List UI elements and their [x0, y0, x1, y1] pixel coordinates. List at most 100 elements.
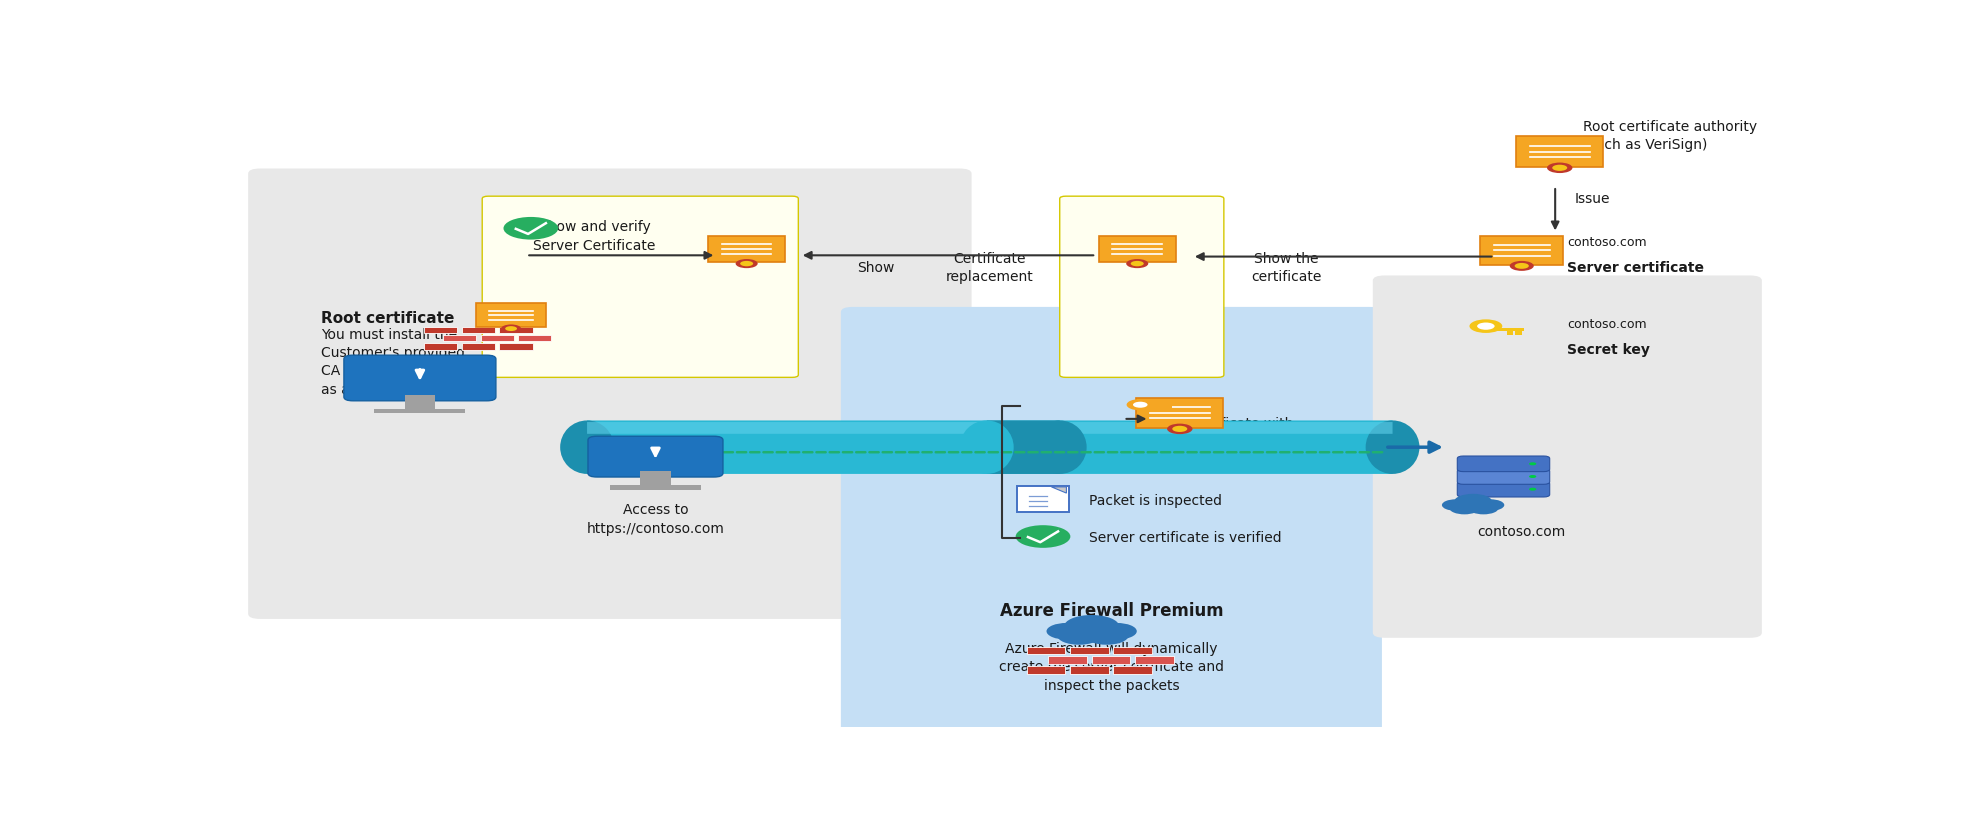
FancyBboxPatch shape — [610, 485, 702, 489]
Circle shape — [1131, 261, 1143, 266]
Text: Show and verify
Server Certificate: Show and verify Server Certificate — [533, 221, 655, 252]
FancyBboxPatch shape — [708, 236, 784, 262]
Circle shape — [1530, 488, 1535, 491]
Text: Azure Firewall Premium: Azure Firewall Premium — [1000, 602, 1224, 620]
FancyBboxPatch shape — [586, 422, 1392, 434]
Polygon shape — [1051, 487, 1067, 493]
Circle shape — [1477, 323, 1494, 330]
Circle shape — [502, 324, 522, 333]
FancyBboxPatch shape — [249, 168, 971, 619]
FancyBboxPatch shape — [1114, 666, 1151, 673]
Circle shape — [735, 259, 757, 268]
Circle shape — [1057, 627, 1100, 645]
FancyBboxPatch shape — [1457, 456, 1549, 471]
Circle shape — [1016, 525, 1071, 548]
Text: You must install the
Customer's provided
CA certificate
as a root certificate.: You must install the Customer's provided… — [322, 328, 465, 397]
Circle shape — [739, 261, 753, 266]
Circle shape — [1553, 165, 1567, 171]
FancyBboxPatch shape — [1457, 469, 1549, 484]
Text: contoso.com: contoso.com — [1477, 525, 1567, 539]
FancyBboxPatch shape — [1092, 656, 1130, 664]
FancyBboxPatch shape — [1516, 136, 1604, 167]
Text: Azure Firewall will dynamically
create the server certificate and
inspect the pa: Azure Firewall will dynamically create t… — [998, 642, 1224, 693]
FancyBboxPatch shape — [463, 343, 494, 350]
FancyBboxPatch shape — [1506, 332, 1514, 334]
Circle shape — [1469, 502, 1498, 515]
FancyBboxPatch shape — [424, 343, 457, 350]
FancyBboxPatch shape — [443, 335, 477, 342]
FancyBboxPatch shape — [477, 303, 547, 328]
Text: Access to
https://contoso.com: Access to https://contoso.com — [586, 503, 724, 536]
Text: Certificate with
secret key: Certificate with secret key — [1188, 417, 1294, 449]
Text: contoso.com: contoso.com — [1567, 236, 1647, 249]
FancyBboxPatch shape — [986, 421, 1059, 474]
FancyBboxPatch shape — [586, 421, 1392, 474]
FancyBboxPatch shape — [1481, 236, 1563, 265]
Text: Packet is inspected: Packet is inspected — [1088, 493, 1222, 507]
FancyBboxPatch shape — [482, 196, 798, 377]
Circle shape — [504, 217, 559, 239]
Circle shape — [1096, 623, 1137, 640]
Circle shape — [1133, 402, 1147, 408]
Circle shape — [1441, 499, 1469, 511]
FancyBboxPatch shape — [500, 343, 533, 350]
FancyBboxPatch shape — [424, 327, 457, 333]
Ellipse shape — [1033, 421, 1086, 474]
FancyBboxPatch shape — [518, 335, 551, 342]
FancyBboxPatch shape — [343, 355, 496, 401]
Circle shape — [1084, 627, 1128, 645]
FancyBboxPatch shape — [1157, 409, 1163, 412]
FancyBboxPatch shape — [641, 471, 671, 487]
Circle shape — [1477, 499, 1504, 511]
Circle shape — [506, 326, 518, 331]
FancyBboxPatch shape — [1028, 647, 1065, 654]
Circle shape — [1047, 623, 1086, 640]
Ellipse shape — [959, 421, 1014, 474]
Ellipse shape — [1365, 421, 1420, 474]
FancyBboxPatch shape — [1049, 656, 1086, 664]
Circle shape — [1449, 502, 1479, 515]
FancyBboxPatch shape — [404, 395, 435, 411]
Circle shape — [1126, 399, 1153, 410]
FancyBboxPatch shape — [1098, 236, 1177, 262]
FancyBboxPatch shape — [500, 327, 533, 333]
FancyBboxPatch shape — [1165, 409, 1171, 412]
Circle shape — [1453, 493, 1492, 510]
Text: Certificate
replacement: Certificate replacement — [945, 252, 1033, 284]
Text: Root certificate authority
(such as VeriSign): Root certificate authority (such as Veri… — [1583, 119, 1757, 152]
Text: contoso.com: contoso.com — [1567, 318, 1647, 331]
Text: Issue: Issue — [1575, 192, 1610, 206]
FancyBboxPatch shape — [463, 327, 494, 333]
Text: Show the
certificate: Show the certificate — [1251, 252, 1322, 284]
FancyBboxPatch shape — [1373, 275, 1761, 638]
Circle shape — [1530, 462, 1535, 466]
Text: Issue: Issue — [1081, 422, 1116, 435]
Text: Root certificate: Root certificate — [322, 310, 455, 326]
FancyBboxPatch shape — [1016, 485, 1069, 512]
Circle shape — [1514, 263, 1530, 269]
Ellipse shape — [561, 421, 614, 474]
FancyBboxPatch shape — [1028, 666, 1065, 673]
Circle shape — [1547, 163, 1573, 173]
FancyBboxPatch shape — [375, 409, 465, 413]
Text: Show: Show — [857, 261, 894, 275]
Text: Secret key: Secret key — [1567, 342, 1651, 357]
FancyBboxPatch shape — [1059, 196, 1224, 377]
Circle shape — [1167, 424, 1192, 434]
FancyBboxPatch shape — [1135, 398, 1224, 427]
FancyBboxPatch shape — [1114, 647, 1151, 654]
FancyBboxPatch shape — [1486, 328, 1524, 332]
Text: Server certificate is verified: Server certificate is verified — [1088, 531, 1281, 546]
Text: Server certificate: Server certificate — [1567, 261, 1704, 275]
Circle shape — [1173, 426, 1186, 432]
FancyBboxPatch shape — [588, 436, 724, 477]
FancyBboxPatch shape — [841, 307, 1383, 732]
FancyBboxPatch shape — [1139, 406, 1173, 409]
Circle shape — [1469, 319, 1502, 333]
Circle shape — [1065, 615, 1120, 638]
FancyBboxPatch shape — [1457, 481, 1549, 497]
FancyBboxPatch shape — [1071, 647, 1108, 654]
Circle shape — [1510, 261, 1534, 271]
FancyBboxPatch shape — [480, 335, 514, 342]
Circle shape — [1126, 259, 1149, 268]
